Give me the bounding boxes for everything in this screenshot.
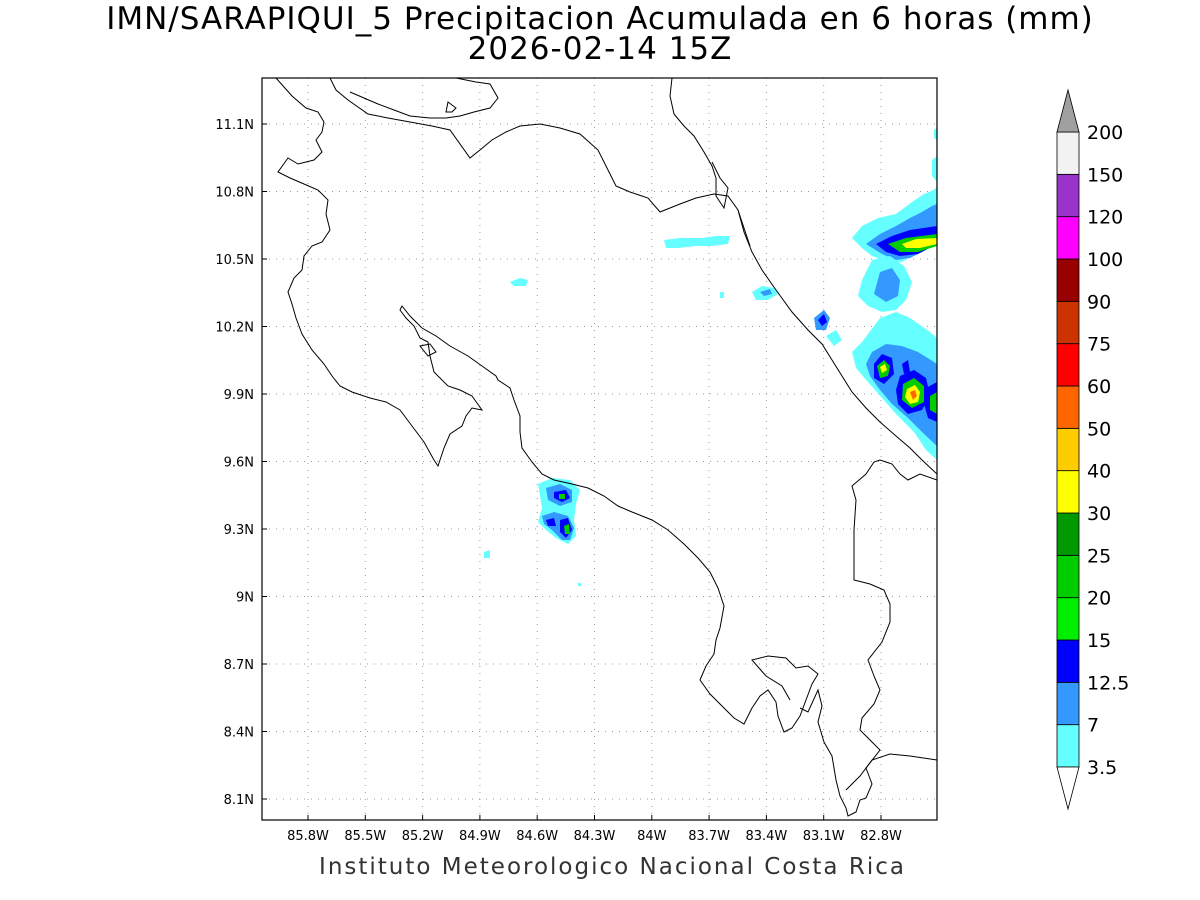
colorbar-swatch — [1056, 385, 1080, 429]
lon-tick-label: 82.8W — [860, 829, 902, 844]
colorbar-label: 40 — [1087, 461, 1111, 483]
precip-area-20mm — [564, 524, 570, 534]
precip-area-3.5mm — [932, 156, 937, 182]
colorbar-swatch — [1056, 681, 1080, 726]
colorbar: 3.5 7 12.5 15 20 25 30 40 50 60 75 90 100 120 150 200 — [1056, 88, 1129, 811]
precip-area-3.5mm — [484, 550, 490, 558]
lon-tick-label: 85.2W — [402, 829, 444, 844]
lat-tick-label: 8.1N — [224, 793, 254, 808]
colorbar-swatch — [1056, 512, 1080, 556]
axis-ticks: 85.8W 85.5W 85.2W 84.9W 84.6W 84.3W 84W 83.7W 83… — [215, 118, 902, 844]
lat-tick-label: 11.1N — [215, 118, 254, 133]
colorbar-swatch — [1056, 427, 1080, 472]
lon-tick-label: 84.9W — [459, 829, 501, 844]
precip-area-20mm — [930, 392, 937, 414]
lon-tick-label: 85.8W — [287, 829, 329, 844]
colorbar-label: 200 — [1087, 122, 1123, 144]
precip-area-3.5mm — [934, 128, 937, 140]
lat-tick-label: 10.8N — [215, 186, 254, 201]
colorbar-label: 120 — [1087, 207, 1123, 229]
lon-tick-label: 85.5W — [344, 829, 386, 844]
grid-lines — [262, 78, 937, 820]
colorbar-label: 90 — [1087, 291, 1111, 313]
colorbar-label: 3.5 — [1087, 757, 1117, 779]
lat-tick-label: 9.9N — [224, 388, 254, 403]
map-frame — [261, 77, 938, 821]
precip-area-3.5mm — [578, 583, 581, 586]
lon-tick-label: 83.1W — [803, 829, 845, 844]
colorbar-swatch — [1056, 639, 1080, 683]
lat-tick-label: 10.5N — [215, 253, 254, 268]
precip-area-50mm — [910, 390, 917, 400]
colorbar-swatch — [1056, 216, 1080, 260]
colorbar-swatch — [1056, 470, 1080, 514]
colorbar-label: 25 — [1087, 545, 1111, 567]
colorbar-label: 50 — [1087, 418, 1111, 440]
colorbar-label: 150 — [1087, 164, 1123, 186]
lat-tick-label: 8.7N — [224, 658, 254, 673]
coastlines — [275, 78, 937, 817]
colorbar-swatch — [1056, 554, 1080, 599]
precip-area-20mm — [559, 494, 565, 499]
colorbar-label: 100 — [1087, 249, 1123, 271]
lon-tick-label: 83.7W — [688, 829, 730, 844]
colorbar-swatch — [1056, 258, 1080, 302]
precip-area-12.5mm — [818, 314, 827, 326]
colorbar-over-arrow — [1056, 88, 1080, 133]
colorbar-label: 75 — [1087, 334, 1111, 356]
precip-area-40mm — [880, 364, 887, 373]
colorbar-label: 60 — [1087, 376, 1111, 398]
colorbar-swatch — [1056, 724, 1080, 768]
lon-tick-label: 83.4W — [745, 829, 787, 844]
lon-tick-label: 84W — [637, 829, 667, 844]
lat-tick-label: 9N — [236, 591, 254, 606]
lat-tick-label: 8.4N — [224, 726, 254, 741]
lat-tick-label: 10.2N — [215, 321, 254, 336]
colorbar-label: 7 — [1087, 715, 1099, 737]
lat-tick-label: 9.6N — [224, 456, 254, 471]
colorbar-label: 12.5 — [1087, 672, 1129, 694]
precip-area-7mm — [760, 289, 772, 296]
precip-area-3.5mm — [826, 330, 842, 346]
colorbar-label: 15 — [1087, 630, 1111, 652]
precip-area-3.5mm — [510, 278, 528, 286]
map-subtitle: 2026-02-14 15Z — [467, 31, 733, 67]
map-footer: Instituto Meteorologico Nacional Costa R… — [319, 854, 906, 880]
precip-area-3.5mm — [720, 292, 724, 298]
colorbar-swatch — [1056, 173, 1080, 218]
map-title: IMN/SARAPIQUI_5 Precipitacion Acumulada … — [106, 1, 1094, 37]
colorbar-swatch — [1056, 597, 1080, 641]
precipitation-contours — [484, 128, 937, 586]
precip-area-3.5mm — [664, 236, 730, 248]
colorbar-under-arrow — [1056, 766, 1080, 811]
precip-area-40mm — [902, 238, 937, 248]
precip-area-7mm — [874, 268, 900, 302]
colorbar-swatch — [1056, 131, 1080, 175]
colorbar-swatch — [1056, 300, 1080, 345]
precip-area-12.5mm — [902, 360, 910, 374]
precip-area-12.5mm — [546, 518, 556, 526]
lat-tick-label: 9.3N — [224, 523, 254, 538]
colorbar-label: 30 — [1087, 503, 1111, 525]
lon-tick-label: 84.6W — [516, 829, 558, 844]
colorbar-swatch — [1056, 343, 1080, 387]
colorbar-label: 20 — [1087, 588, 1111, 610]
lon-tick-label: 84.3W — [574, 829, 616, 844]
